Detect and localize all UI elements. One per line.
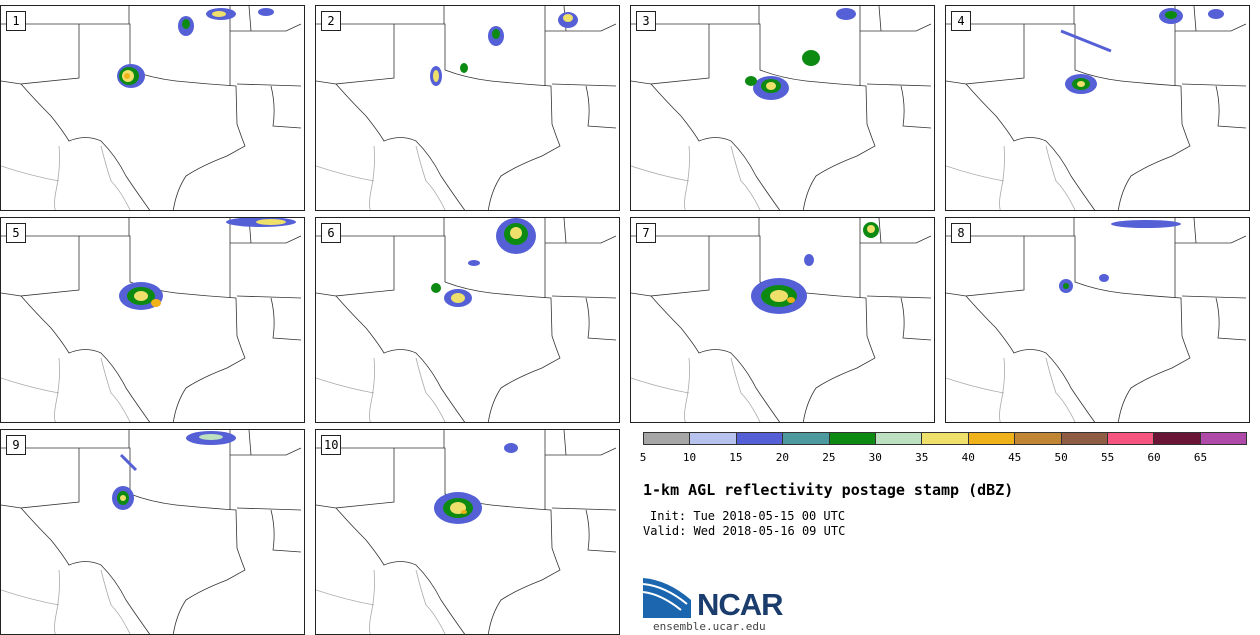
colorbar-segment xyxy=(829,433,876,444)
ensemble-member-panel-10: 10 xyxy=(315,429,620,635)
figure-title: 1-km AGL reflectivity postage stamp (dBZ… xyxy=(643,481,1014,499)
colorbar-segment xyxy=(1154,433,1201,444)
site-url: ensemble.ucar.edu xyxy=(653,620,766,633)
colorbar-segment xyxy=(922,433,969,444)
panel-number: 3 xyxy=(636,11,656,31)
colorbar-segment xyxy=(690,433,737,444)
radar-map xyxy=(316,430,617,634)
ensemble-member-panel-4: 4 xyxy=(945,5,1250,211)
radar-map xyxy=(631,218,932,422)
panel-number: 8 xyxy=(951,223,971,243)
colorbar-segment xyxy=(644,433,691,444)
radar-map xyxy=(946,218,1247,422)
colorbar-tick-label: 5 xyxy=(639,451,647,464)
init-time: Init: Tue 2018-05-15 00 UTC xyxy=(650,509,846,523)
panel-number: 9 xyxy=(6,435,26,455)
radar-map xyxy=(1,6,302,210)
colorbar-segment xyxy=(968,433,1016,444)
colorbar-tick-label: 25 xyxy=(822,451,836,464)
colorbar-tick-label: 45 xyxy=(1008,451,1022,464)
colorbar-tick-label: 50 xyxy=(1054,451,1068,464)
colorbar-tick-label: 40 xyxy=(961,451,975,464)
ensemble-member-panel-5: 5 xyxy=(0,217,305,423)
ensemble-member-panel-6: 6 xyxy=(315,217,620,423)
colorbar-tick-label: 35 xyxy=(915,451,929,464)
reflectivity-colorbar xyxy=(643,432,1247,445)
colorbar-segment xyxy=(1200,433,1247,444)
colorbar-segment xyxy=(1107,433,1155,444)
panel-number: 2 xyxy=(321,11,341,31)
colorbar-tick-label: 15 xyxy=(729,451,743,464)
valid-time: Valid: Wed 2018-05-16 09 UTC xyxy=(643,524,846,538)
ensemble-member-panel-8: 8 xyxy=(945,217,1250,423)
colorbar-segment xyxy=(1015,433,1062,444)
radar-map xyxy=(631,6,932,210)
panel-number: 6 xyxy=(321,223,341,243)
colorbar-segment xyxy=(783,433,830,444)
ensemble-member-panel-2: 2 xyxy=(315,5,620,211)
radar-map xyxy=(316,6,617,210)
logo-text: NCAR xyxy=(697,587,784,622)
panel-number: 7 xyxy=(636,223,656,243)
colorbar-tick-label: 65 xyxy=(1193,451,1208,464)
panel-number: 1 xyxy=(6,11,26,31)
colorbar-segment xyxy=(875,433,923,444)
panel-number: 4 xyxy=(951,11,971,31)
radar-map xyxy=(946,6,1247,210)
colorbar-segment xyxy=(1061,433,1108,444)
panel-number: 5 xyxy=(6,223,26,243)
colorbar-tick-label: 10 xyxy=(682,451,697,464)
ensemble-member-panel-1: 1 xyxy=(0,5,305,211)
panel-number: 10 xyxy=(321,435,342,455)
ensemble-member-panel-9: 9 xyxy=(0,429,305,635)
colorbar-tick-label: 30 xyxy=(868,451,882,464)
colorbar-segment xyxy=(736,433,784,444)
colorbar-tick-label: 20 xyxy=(775,451,789,464)
radar-map xyxy=(316,218,617,422)
ncar-logo-icon xyxy=(643,578,691,618)
ensemble-member-panel-3: 3 xyxy=(630,5,935,211)
radar-map xyxy=(1,218,302,422)
colorbar-tick-label: 60 xyxy=(1147,451,1161,464)
radar-map xyxy=(1,430,302,634)
colorbar-tick-label: 55 xyxy=(1100,451,1115,464)
ensemble-member-panel-7: 7 xyxy=(630,217,935,423)
